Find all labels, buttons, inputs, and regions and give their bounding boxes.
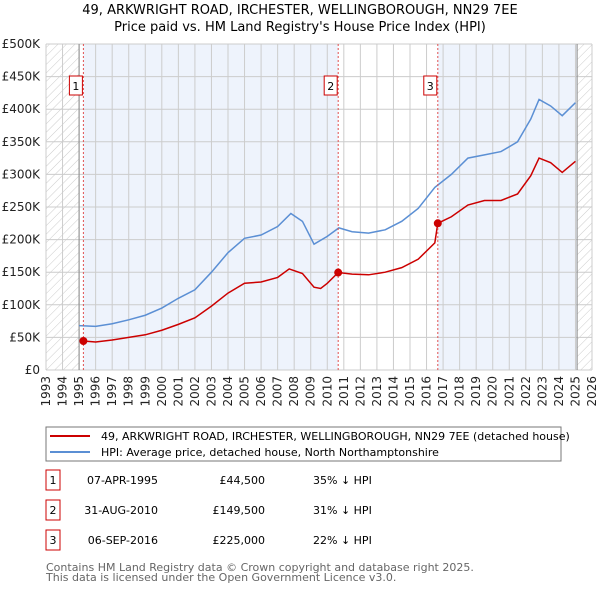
sale-label: 2 <box>327 80 334 93</box>
sale-date: 31-AUG-2010 <box>84 504 158 517</box>
y-tick-label: £100K <box>2 298 42 312</box>
x-tick-label: 1997 <box>105 376 119 407</box>
hpi-line <box>79 98 576 328</box>
x-tick-label: 2001 <box>171 376 185 407</box>
y-tick-label: £500K <box>2 37 42 51</box>
x-tick-label: 2018 <box>453 376 467 407</box>
y-tick-label: £200K <box>2 233 42 247</box>
sale-date: 07-APR-1995 <box>87 474 158 487</box>
sale-point <box>334 268 343 277</box>
x-tick-label: 2024 <box>552 376 566 407</box>
chart-title: 49, ARKWRIGHT ROAD, IRCHESTER, WELLINGBO… <box>82 3 517 18</box>
sale-date: 06-SEP-2016 <box>88 534 158 547</box>
sale-number: 3 <box>50 534 57 547</box>
sale-label-box <box>68 75 83 96</box>
x-tick-label: 1995 <box>72 376 86 407</box>
chart-subtitle: Price paid vs. HM Land Registry's House … <box>114 20 486 35</box>
sale-hpi-diff: 22% ↓ HPI <box>313 534 372 547</box>
x-tick-label: 2026 <box>585 376 599 407</box>
x-tick-label: 2023 <box>535 376 549 407</box>
y-tick-label: £300K <box>2 167 42 181</box>
x-tick-label: 1994 <box>56 376 70 407</box>
y-tick-label: £400K <box>2 102 42 116</box>
legend-label-hpi: HPI: Average price, detached house, Nort… <box>101 446 439 459</box>
sale-label: 3 <box>427 80 434 93</box>
x-tick-label: 2013 <box>370 376 384 407</box>
x-tick-label: 1993 <box>39 376 53 407</box>
sale-label-box <box>423 75 438 96</box>
sale-point <box>433 219 442 228</box>
x-tick-label: 2022 <box>519 376 533 407</box>
y-tick-label: £150K <box>2 265 42 279</box>
x-tick-label: 2015 <box>403 376 417 407</box>
x-tick-label: 2017 <box>436 376 450 407</box>
sale-number: 2 <box>50 504 57 517</box>
sale-number: 1 <box>50 474 57 487</box>
x-tick-label: 2014 <box>386 376 400 407</box>
x-tick-label: 2021 <box>502 376 516 407</box>
legend <box>45 426 562 462</box>
x-tick-label: 2004 <box>221 376 235 407</box>
x-tick-label: 2012 <box>353 376 367 407</box>
x-tick-label: 1996 <box>89 376 103 407</box>
x-tick-label: 2003 <box>204 376 218 407</box>
x-tick-label: 2007 <box>271 376 285 407</box>
x-tick-label: 2016 <box>420 376 434 407</box>
x-tick-label: 2006 <box>254 376 268 407</box>
footer-line-1: Contains HM Land Registry data © Crown c… <box>46 561 474 574</box>
y-tick-label: £0 <box>25 363 40 377</box>
x-tick-label: 2002 <box>188 376 202 407</box>
x-tick-label: 2019 <box>469 376 483 407</box>
x-tick-label: 2008 <box>287 376 301 407</box>
sale-hpi-diff: 35% ↓ HPI <box>313 474 372 487</box>
sale-point <box>79 336 88 345</box>
x-tick-label: 2025 <box>568 376 582 407</box>
x-tick-label: 2000 <box>155 376 169 407</box>
sale-label: 1 <box>72 80 79 93</box>
x-tick-label: 1998 <box>122 376 136 407</box>
sale-price: £149,500 <box>213 504 266 517</box>
x-tick-label: 2009 <box>304 376 318 407</box>
footer-line-2: This data is licensed under the Open Gov… <box>45 571 396 584</box>
sale-price: £225,000 <box>213 534 266 547</box>
y-tick-label: £450K <box>2 70 42 84</box>
x-tick-label: 2010 <box>320 376 334 407</box>
legend-label-property: 49, ARKWRIGHT ROAD, IRCHESTER, WELLINGBO… <box>101 430 570 443</box>
y-tick-label: £250K <box>2 200 42 214</box>
y-tick-label: £50K <box>9 330 41 344</box>
x-tick-label: 2020 <box>486 376 500 407</box>
sale-label-box <box>323 75 338 96</box>
sale-number-box <box>45 469 61 491</box>
x-tick-label: 1999 <box>138 376 152 407</box>
y-tick-label: £350K <box>2 135 42 149</box>
sale-price: £44,500 <box>220 474 266 487</box>
sale-number-box <box>45 499 61 521</box>
sale-hpi-diff: 31% ↓ HPI <box>313 504 372 517</box>
price-paid-line <box>83 157 576 343</box>
x-tick-label: 2005 <box>238 376 252 407</box>
x-tick-label: 2011 <box>337 376 351 407</box>
sale-number-box <box>45 529 61 551</box>
